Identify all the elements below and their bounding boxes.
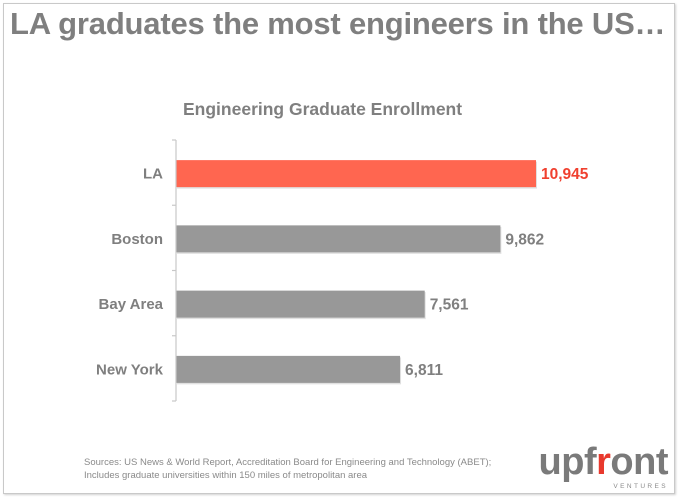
bar-la [176,160,536,188]
chart-title: Engineering Graduate Enrollment [183,99,463,119]
logo-wordmark: upfront [538,441,669,484]
bar-new-york [176,355,401,383]
value-label: 6,811 [405,362,443,379]
category-axis [172,139,177,402]
bars-layer [176,160,537,385]
logo-text-pre: upf [538,441,597,483]
logo-subtitle: VENTURES [613,483,668,490]
labels-layer: LA 10,945 Boston 9,862 Bay Area 7,561 New York… [96,166,589,379]
bar-boston [176,225,501,253]
category-label: Bay Area [99,296,164,313]
slide-headline: LA graduates the most engineers in the U… [10,6,666,41]
logo-text-accent: r [596,441,611,483]
value-label: 10,945 [541,166,589,183]
category-label: New York [96,361,164,378]
value-label: 7,561 [430,297,469,314]
category-label: LA [143,166,163,183]
source-note: Sources: US News & World Report, Accredi… [84,456,491,482]
category-label: Boston [111,231,163,248]
source-line-2: Includes graduate universities within 15… [84,470,368,481]
bar-bay-area [176,290,425,318]
upfront-ventures-logo: upfront VENTURES [534,441,672,491]
value-label: 9,862 [505,231,544,248]
logo-text-post: ont [610,441,668,483]
source-line-1: Sources: US News & World Report, Accredi… [84,457,492,468]
